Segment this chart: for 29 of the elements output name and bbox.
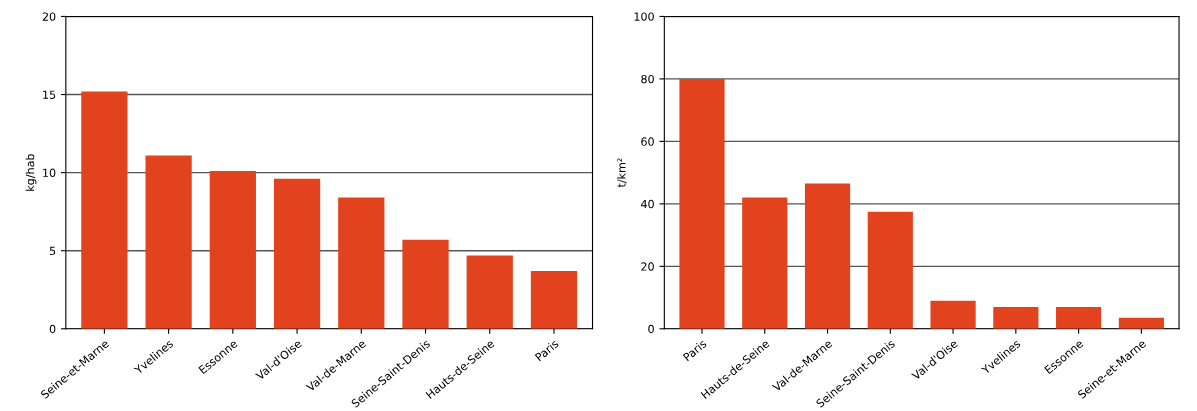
bar [930, 300, 976, 329]
y-tick-label: 0 [49, 324, 56, 334]
y-tick-label: 40 [641, 199, 654, 209]
bar [1056, 306, 1102, 329]
y-tick-label: 100 [634, 12, 654, 21]
y-tick-label: 60 [641, 137, 654, 146]
y-tick-label: 0 [648, 324, 654, 334]
y-axis-title: t/km² [617, 158, 627, 188]
bar [466, 255, 513, 329]
bar [993, 306, 1039, 329]
y-tick-label: 20 [42, 12, 56, 21]
bar [679, 78, 725, 329]
bar [742, 197, 788, 329]
bar [81, 91, 128, 329]
bar [338, 197, 385, 329]
y-tick-label: 15 [43, 90, 56, 99]
bar [1118, 317, 1164, 329]
bar [804, 183, 851, 329]
y-axis-title: kg/hab [25, 154, 37, 191]
bar [145, 155, 192, 329]
bar [273, 178, 321, 329]
bar [867, 211, 913, 329]
bar [530, 271, 578, 329]
y-tick-label: 5 [49, 246, 56, 256]
y-tick-label: 20 [641, 262, 654, 271]
bar [209, 171, 256, 329]
y-tick-label: 10 [43, 168, 56, 177]
y-tick-label: 80 [641, 74, 654, 84]
bar [402, 239, 449, 329]
